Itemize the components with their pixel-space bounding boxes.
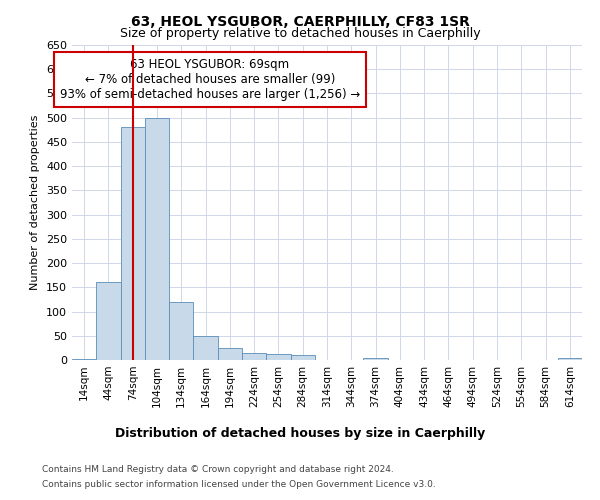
Bar — [364, 358, 388, 360]
Bar — [242, 352, 266, 360]
Bar — [193, 336, 218, 360]
Bar — [121, 128, 145, 360]
Bar — [169, 302, 193, 360]
Text: Distribution of detached houses by size in Caerphilly: Distribution of detached houses by size … — [115, 428, 485, 440]
Text: Contains public sector information licensed under the Open Government Licence v3: Contains public sector information licen… — [42, 480, 436, 489]
Bar — [218, 348, 242, 360]
Bar — [96, 282, 121, 360]
Y-axis label: Number of detached properties: Number of detached properties — [31, 115, 40, 290]
Bar — [290, 355, 315, 360]
Text: Size of property relative to detached houses in Caerphilly: Size of property relative to detached ho… — [119, 28, 481, 40]
Bar — [266, 354, 290, 360]
Bar — [145, 118, 169, 360]
Bar — [72, 358, 96, 360]
Text: 63, HEOL YSGUBOR, CAERPHILLY, CF83 1SR: 63, HEOL YSGUBOR, CAERPHILLY, CF83 1SR — [131, 15, 469, 29]
Text: Contains HM Land Registry data © Crown copyright and database right 2024.: Contains HM Land Registry data © Crown c… — [42, 465, 394, 474]
Text: 63 HEOL YSGUBOR: 69sqm
← 7% of detached houses are smaller (99)
93% of semi-deta: 63 HEOL YSGUBOR: 69sqm ← 7% of detached … — [59, 58, 360, 100]
Bar — [558, 358, 582, 360]
